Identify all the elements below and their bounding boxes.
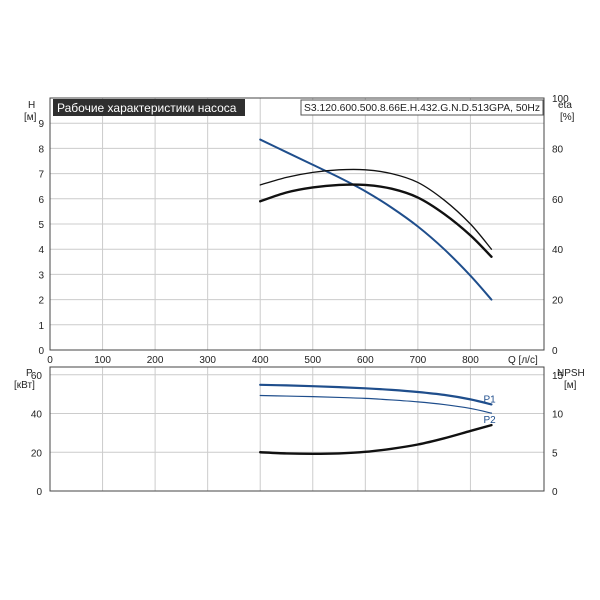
chart-title-background (53, 99, 245, 116)
series-labels: P1 P2 (483, 394, 496, 426)
npsh-tick-label: 5 (552, 448, 558, 459)
eta-curve-upper (259, 168, 493, 250)
h-tick-labels: 0 1 2 3 4 5 6 7 8 9 (38, 119, 44, 357)
x-tick-label: 600 (357, 355, 374, 366)
p-tick-labels: 0 20 40 60 (31, 371, 43, 498)
h-tick-label: 6 (38, 195, 44, 206)
p-tick-label: 40 (31, 410, 43, 421)
model-label-box: S3.120.600.500.8.66E.H.432.G.N.D.513GPA,… (300, 99, 544, 116)
h-tick-label: 5 (38, 220, 44, 231)
eta-tick-label: 40 (552, 245, 564, 256)
p-tick-label: 0 (36, 487, 42, 498)
x-tick-label: 300 (199, 355, 216, 366)
x-tick-label: 0 (47, 355, 53, 366)
npsh-tick-label: 0 (552, 487, 558, 498)
h-tick-label: 7 (38, 170, 44, 181)
h-axis-label: H (28, 100, 35, 111)
eta-tick-label: 100 (552, 94, 569, 105)
q-axis-label: Q [л/с] (508, 355, 538, 366)
bottom-chart-grid (50, 367, 544, 491)
x-tick-label: 700 (410, 355, 427, 366)
x-tick-label: 500 (304, 355, 321, 366)
top-chart-frame (49, 97, 545, 351)
series-label-p2: P2 (483, 415, 496, 426)
h-tick-label: 9 (38, 119, 44, 130)
eta-axis-label: eta (558, 100, 572, 111)
p2-curve (259, 394, 493, 414)
x-tick-label: 200 (147, 355, 164, 366)
p-axis-unit: [кВт] (14, 380, 35, 391)
h-tick-label: 4 (38, 245, 44, 256)
bottom-chart-frame (49, 366, 545, 492)
eta-curve-lower (259, 183, 493, 258)
p-axis-label: P (26, 368, 33, 379)
npsh-tick-label: 15 (552, 371, 564, 382)
p-tick-label: 20 (31, 448, 43, 459)
p-tick-label: 60 (31, 371, 43, 382)
bottom-chart-series (259, 383, 493, 456)
eta-axis-unit: [%] (560, 112, 575, 123)
h-tick-label: 1 (38, 321, 44, 332)
h-tick-label: 8 (38, 144, 44, 155)
top-chart-grid (50, 98, 544, 350)
h-tick-label: 0 (38, 346, 44, 357)
top-chart-series (259, 138, 493, 301)
h-axis-unit: [м] (24, 112, 37, 123)
chart-title-box: Рабочие характеристики насоса (53, 99, 245, 116)
x-tick-label: 800 (462, 355, 479, 366)
eta-tick-labels: 0 20 40 60 80 100 (552, 94, 569, 357)
h-tick-label: 3 (38, 270, 44, 281)
h-tick-label: 2 (38, 296, 44, 307)
h-curve (259, 138, 493, 301)
chart-title: Рабочие характеристики насоса (57, 101, 237, 115)
model-label-background (300, 99, 544, 116)
npsh-axis-unit: [м] (564, 380, 577, 391)
eta-tick-label: 20 (552, 296, 564, 307)
npsh-tick-labels: 0 5 10 15 (552, 371, 564, 498)
p1-curve (259, 383, 493, 406)
eta-tick-label: 60 (552, 195, 564, 206)
eta-tick-label: 80 (552, 144, 564, 155)
model-label: S3.120.600.500.8.66E.H.432.G.N.D.513GPA,… (304, 103, 540, 114)
eta-tick-label: 0 (552, 346, 558, 357)
npsh-curve (259, 423, 493, 456)
npsh-axis-label: NPSH (557, 368, 585, 379)
x-tick-label: 400 (252, 355, 269, 366)
top-x-tick-labels: 0 100 200 300 400 500 600 700 800 (47, 355, 479, 366)
series-label-p1: P1 (483, 394, 496, 405)
x-tick-label: 100 (94, 355, 111, 366)
npsh-tick-label: 10 (552, 410, 564, 421)
